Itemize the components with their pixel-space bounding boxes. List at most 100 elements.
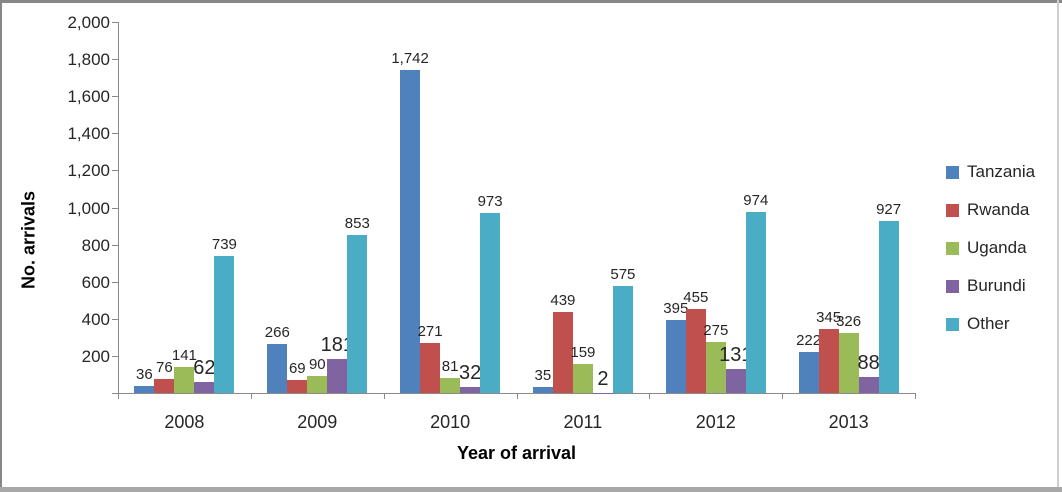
legend-label: Burundi	[967, 276, 1026, 295]
y-tick-label: 1,000	[67, 198, 110, 218]
bar-other-2008	[214, 255, 235, 393]
bar-other-2009	[347, 234, 368, 393]
y-tick-label: 1,800	[67, 50, 110, 70]
bar-label: 81	[441, 358, 459, 375]
y-tick	[112, 96, 118, 98]
frame-border-bottom	[0, 487, 1062, 492]
bar-other-2012	[745, 212, 766, 393]
bar-rwanda-2010	[420, 342, 441, 393]
x-tick-label: 2008	[164, 412, 205, 432]
bar-label: 76	[156, 358, 173, 376]
bar-label: 131	[719, 343, 753, 366]
legend-label: Uganda	[967, 238, 1027, 257]
legend-label: Rwanda	[967, 200, 1030, 219]
bar-label: 222	[796, 331, 822, 349]
bar-label: 36	[136, 366, 153, 384]
bar-uganda-2013	[838, 332, 859, 393]
bar-label: 141	[171, 346, 197, 364]
y-tick	[112, 244, 118, 246]
bar-label: 271	[417, 322, 443, 340]
bar-burundi-2013	[858, 376, 879, 393]
legend-item-rwanda: Rwanda	[946, 191, 1035, 229]
y-tick-label: 600	[81, 272, 110, 292]
bar-label: 90	[308, 356, 326, 374]
y-tick	[112, 207, 118, 209]
bar-label: 181	[320, 334, 354, 357]
bar-label: 275	[703, 322, 729, 339]
y-tick-label: 400	[81, 309, 110, 329]
legend-item-burundi: Burundi	[946, 267, 1035, 305]
bar-burundi-2009	[327, 359, 348, 393]
y-tick-label: 1,400	[67, 124, 110, 144]
bar-tanzania-2011	[532, 386, 553, 393]
bar-label: 927	[876, 201, 902, 218]
legend-swatch-icon	[946, 203, 959, 217]
bar-label: 69	[288, 360, 306, 378]
bar-label: 266	[264, 323, 290, 341]
bar-other-2013	[878, 221, 899, 393]
y-tick	[112, 133, 118, 135]
y-tick	[112, 281, 118, 283]
y-tick	[112, 59, 118, 61]
x-tick-label: 2010	[430, 412, 471, 432]
bar-label: 739	[211, 235, 237, 253]
bar-label: 439	[550, 291, 576, 309]
x-tick-label: 2009	[297, 412, 338, 432]
bar-tanzania-2010	[400, 69, 421, 393]
legend-label: Tanzania	[967, 162, 1036, 181]
legend-item-tanzania: Tanzania	[946, 153, 1035, 191]
bar-rwanda-2011	[552, 311, 573, 393]
bar-rwanda-2008	[154, 378, 175, 393]
y-tick-label: 2,000	[67, 13, 110, 32]
bar-label: 973	[477, 192, 503, 210]
y-tick-label: 1,600	[67, 87, 110, 107]
x-tick-label: 2012	[695, 412, 736, 432]
legend: Tanzania Rwanda Uganda Burundi Other	[946, 153, 1035, 343]
bar-label: 395	[663, 299, 689, 317]
bar-label: 32	[458, 362, 482, 385]
bar-label: 1,742	[391, 49, 429, 67]
legend-swatch-icon	[946, 165, 959, 179]
legend-item-uganda: Uganda	[946, 229, 1035, 267]
y-tick-label: 800	[81, 235, 110, 255]
bar-uganda-2012	[705, 342, 726, 393]
y-tick	[112, 318, 118, 320]
y-tick	[112, 22, 118, 23]
bar-burundi-2008	[194, 381, 215, 393]
frame-border-top	[0, 0, 1062, 3]
bar-uganda-2011	[572, 363, 593, 393]
bar-uganda-2010	[440, 378, 461, 393]
frame-border-left	[0, 0, 2, 492]
bar-burundi-2012	[725, 368, 746, 393]
legend-swatch-icon	[946, 241, 959, 255]
x-tick	[649, 393, 651, 399]
bar-burundi-2010	[460, 387, 481, 393]
bar-rwanda-2009	[287, 380, 308, 393]
y-tick-label: 200	[81, 346, 110, 366]
bar-other-2010	[480, 212, 501, 393]
x-tick	[915, 393, 916, 399]
bar-label: 345	[816, 309, 842, 326]
bar-label: 35	[534, 366, 552, 384]
y-tick	[112, 355, 118, 357]
legend-label: Other	[967, 314, 1010, 333]
bar-tanzania-2009	[267, 343, 288, 393]
bar-label: 62	[193, 356, 216, 379]
legend-swatch-icon	[946, 279, 959, 293]
bar-tanzania-2013	[798, 351, 819, 393]
bar-tanzania-2012	[665, 319, 686, 393]
bar-uganda-2008	[174, 366, 195, 393]
bar-label: 853	[344, 214, 370, 232]
x-tick	[118, 393, 119, 399]
bar-label: 88	[857, 351, 880, 374]
bar-label: 159	[570, 343, 596, 361]
y-axis-line	[118, 22, 119, 393]
bar-label: 575	[610, 266, 636, 284]
legend-swatch-icon	[946, 317, 959, 331]
y-tick	[112, 393, 118, 394]
x-axis-title: Year of arrival	[456, 443, 577, 463]
bar-uganda-2009	[307, 376, 328, 393]
x-tick	[383, 393, 385, 399]
bar-label: 974	[743, 192, 769, 210]
